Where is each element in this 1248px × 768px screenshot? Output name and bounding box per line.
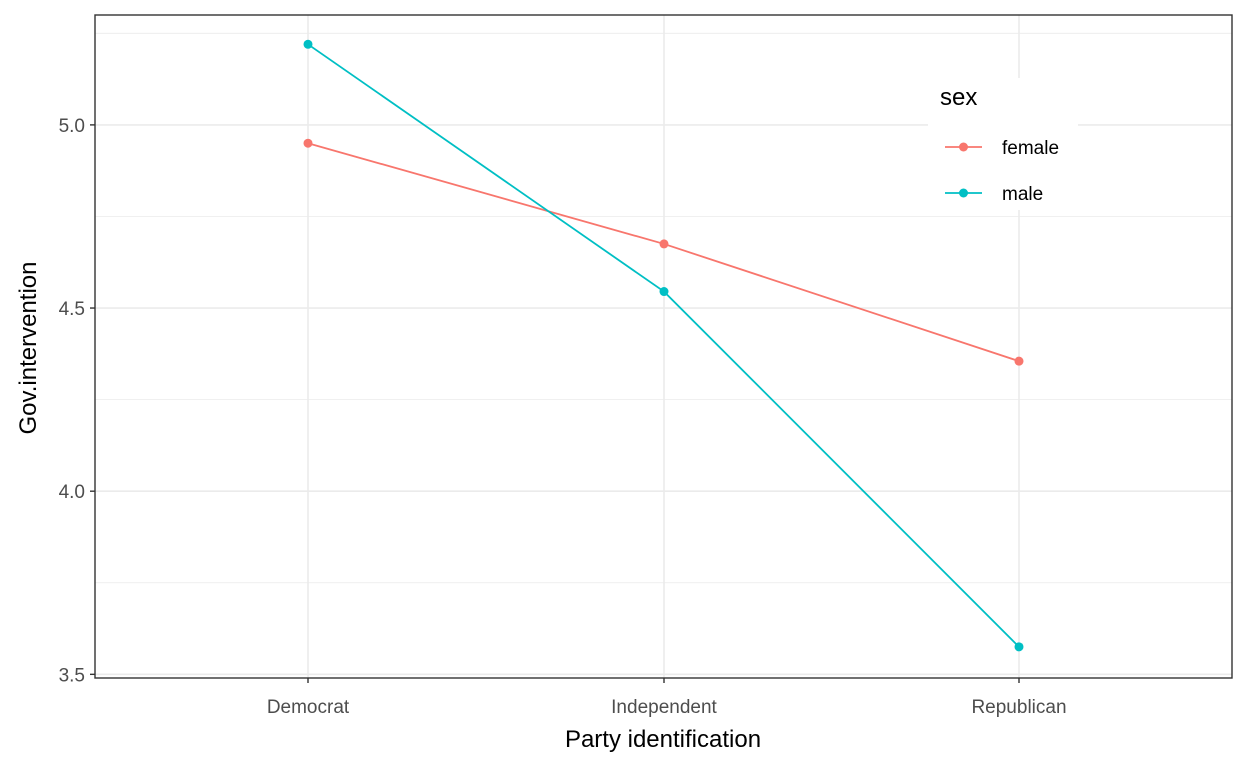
legend-key-point-female (959, 143, 968, 152)
y-axis-title: Gov.intervention (15, 262, 42, 435)
y-axis-ticks: 3.5 4.0 4.5 5.0 (59, 116, 95, 686)
x-axis-title: Party identification (565, 726, 761, 753)
legend-label-male: male (1002, 184, 1043, 205)
x-tick-label-democrat: Democrat (267, 697, 350, 718)
data-point-female-independent (660, 239, 669, 248)
legend-key-point-male (959, 189, 968, 198)
legend-label-female: female (1002, 138, 1059, 159)
data-point-male-democrat (304, 40, 313, 49)
x-tick-label-independent: Independent (611, 697, 717, 718)
y-tick-label: 3.5 (59, 665, 85, 686)
data-point-female-republican (1015, 357, 1024, 366)
y-tick-label: 4.5 (59, 299, 85, 320)
legend: sex female male (928, 78, 1078, 210)
data-point-male-republican (1015, 642, 1024, 651)
data-point-female-democrat (304, 139, 313, 148)
x-tick-label-republican: Republican (971, 697, 1066, 718)
legend-title: sex (940, 84, 977, 111)
x-axis-ticks: Democrat Independent Republican (267, 678, 1067, 718)
y-tick-label: 5.0 (59, 116, 85, 137)
data-point-male-independent (660, 287, 669, 296)
y-tick-label: 4.0 (59, 482, 85, 503)
